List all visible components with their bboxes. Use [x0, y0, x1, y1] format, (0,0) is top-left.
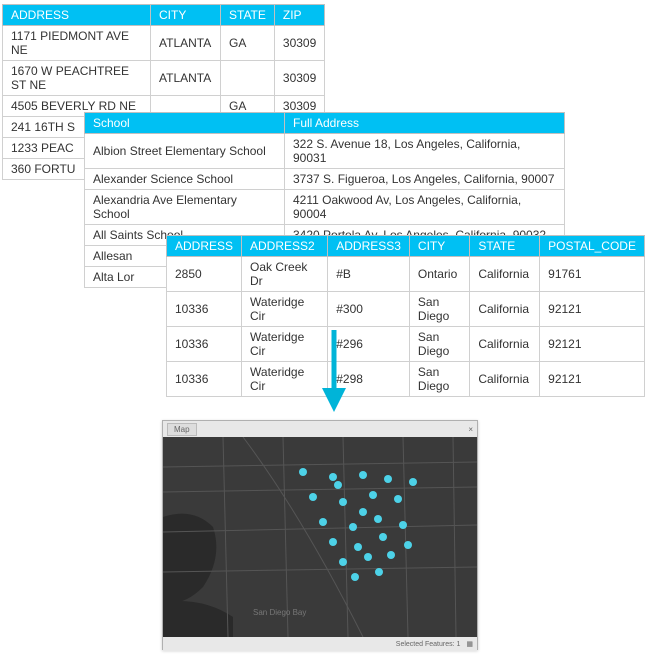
bay-label: San Diego Bay — [253, 608, 306, 617]
table-row[interactable]: 1171 PIEDMONT AVE NEATLANTAGA30309 — [3, 26, 325, 61]
col-state: STATE — [470, 236, 540, 257]
map-canvas[interactable]: San Diego Bay — [163, 437, 477, 637]
map-point[interactable] — [384, 475, 392, 483]
map-point[interactable] — [369, 491, 377, 499]
table-row[interactable]: 1670 W PEACHTREE ST NEATLANTA30309 — [3, 61, 325, 96]
table-header-row: ADDRESS CITY STATE ZIP — [3, 5, 325, 26]
col-state: STATE — [221, 5, 275, 26]
map-point[interactable] — [354, 543, 362, 551]
close-icon[interactable]: × — [468, 425, 473, 434]
table-row[interactable]: 10336Wateridge Cir#298San DiegoCaliforni… — [167, 362, 645, 397]
map-point[interactable] — [329, 538, 337, 546]
col-address: ADDRESS — [3, 5, 151, 26]
map-status-bar: Selected Features: 1 ▦ — [163, 637, 477, 651]
table-header-row: School Full Address — [85, 113, 565, 134]
map-point[interactable] — [364, 553, 372, 561]
map-point[interactable] — [299, 468, 307, 476]
table-row[interactable]: Alexander Science School3737 S. Figueroa… — [85, 169, 565, 190]
col-city: CITY — [409, 236, 469, 257]
col-address2: ADDRESS2 — [242, 236, 328, 257]
col-address: ADDRESS — [167, 236, 242, 257]
map-point[interactable] — [359, 508, 367, 516]
map-point[interactable] — [387, 551, 395, 559]
map-point[interactable] — [359, 471, 367, 479]
map-point[interactable] — [339, 558, 347, 566]
map-tab[interactable]: Map — [167, 423, 197, 436]
table-row[interactable]: Albion Street Elementary School322 S. Av… — [85, 134, 565, 169]
col-address3: ADDRESS3 — [328, 236, 410, 257]
map-point[interactable] — [349, 523, 357, 531]
map-point[interactable] — [379, 533, 387, 541]
map-point[interactable] — [409, 478, 417, 486]
map-point[interactable] — [334, 481, 342, 489]
map-window: Map × San Diego Bay Selected Features: 1… — [162, 420, 478, 650]
map-point[interactable] — [404, 541, 412, 549]
table-row[interactable]: 10336Wateridge Cir#300San DiegoCaliforni… — [167, 292, 645, 327]
down-arrow-icon — [320, 330, 348, 414]
table-header-row: ADDRESS ADDRESS2 ADDRESS3 CITY STATE POS… — [167, 236, 645, 257]
map-point[interactable] — [319, 518, 327, 526]
col-postal: POSTAL_CODE — [540, 236, 645, 257]
map-point[interactable] — [329, 473, 337, 481]
map-point[interactable] — [339, 498, 347, 506]
map-point[interactable] — [399, 521, 407, 529]
map-point[interactable] — [375, 568, 383, 576]
map-point[interactable] — [351, 573, 359, 581]
table-row[interactable]: 2850Oak Creek Dr#BOntarioCalifornia91761 — [167, 257, 645, 292]
col-full-address: Full Address — [285, 113, 565, 134]
map-point[interactable] — [374, 515, 382, 523]
map-point[interactable] — [394, 495, 402, 503]
map-point[interactable] — [309, 493, 317, 501]
table-row[interactable]: 10336Wateridge Cir#296San DiegoCaliforni… — [167, 327, 645, 362]
col-city: CITY — [151, 5, 221, 26]
selected-features-label: Selected Features: 1 — [396, 641, 461, 648]
address-table-3: ADDRESS ADDRESS2 ADDRESS3 CITY STATE POS… — [166, 235, 645, 397]
table-row[interactable]: Alexandria Ave Elementary School4211 Oak… — [85, 190, 565, 225]
map-toolbar: Map × — [163, 421, 477, 437]
col-zip: ZIP — [274, 5, 324, 26]
col-school: School — [85, 113, 285, 134]
status-icon: ▦ — [466, 640, 473, 648]
